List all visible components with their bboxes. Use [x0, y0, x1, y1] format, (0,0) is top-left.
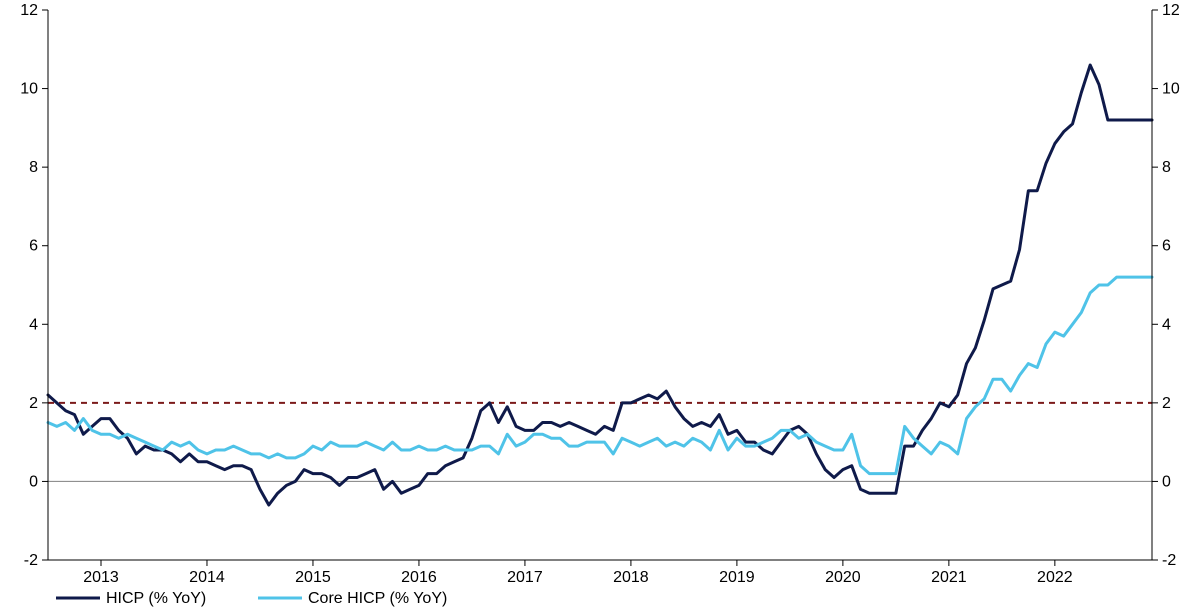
inflation-chart: -2 0 2 4 6 8 10 12 -2 0 2 4 6 8 10 12 2013 2014 2015 2016 20… [0, 0, 1200, 610]
x-tick-label: 2017 [507, 569, 543, 586]
y-right-tick-label: 4 [1162, 316, 1171, 333]
legend-label: Core HICP (% YoY) [308, 590, 447, 607]
x-tick-label: 2016 [401, 569, 437, 586]
x-tick-label: 2022 [1037, 569, 1073, 586]
x-tick-label: 2021 [931, 569, 967, 586]
y-left-tick-label: 8 [29, 159, 38, 176]
y-left-tick-label: 0 [29, 473, 38, 490]
x-tick-label: 2018 [613, 569, 649, 586]
chart-svg: -2 0 2 4 6 8 10 12 -2 0 2 4 6 8 10 12 2013 2014 2015 2016 20… [0, 0, 1200, 610]
y-right-tick-label: 10 [1162, 81, 1180, 98]
y-left-tick-label: 12 [20, 2, 38, 19]
y-left-tick-label: 6 [29, 238, 38, 255]
y-left-tick-label: 4 [29, 316, 38, 333]
x-tick-label: 2020 [825, 569, 861, 586]
x-tick-label: 2019 [719, 569, 755, 586]
x-tick-label: 2013 [83, 569, 119, 586]
x-tick-label: 2014 [189, 569, 225, 586]
y-right-tick-label: 6 [1162, 238, 1171, 255]
x-tick-label: 2015 [295, 569, 331, 586]
y-right-tick-label: -2 [1162, 552, 1176, 569]
y-right-tick-label: 12 [1162, 2, 1180, 19]
y-left-tick-label: -2 [24, 552, 38, 569]
y-right-tick-label: 2 [1162, 395, 1171, 412]
legend-label: HICP (% YoY) [106, 590, 206, 607]
y-right-tick-label: 0 [1162, 473, 1171, 490]
y-left-tick-label: 10 [20, 81, 38, 98]
y-left-tick-label: 2 [29, 395, 38, 412]
y-right-tick-label: 8 [1162, 159, 1171, 176]
